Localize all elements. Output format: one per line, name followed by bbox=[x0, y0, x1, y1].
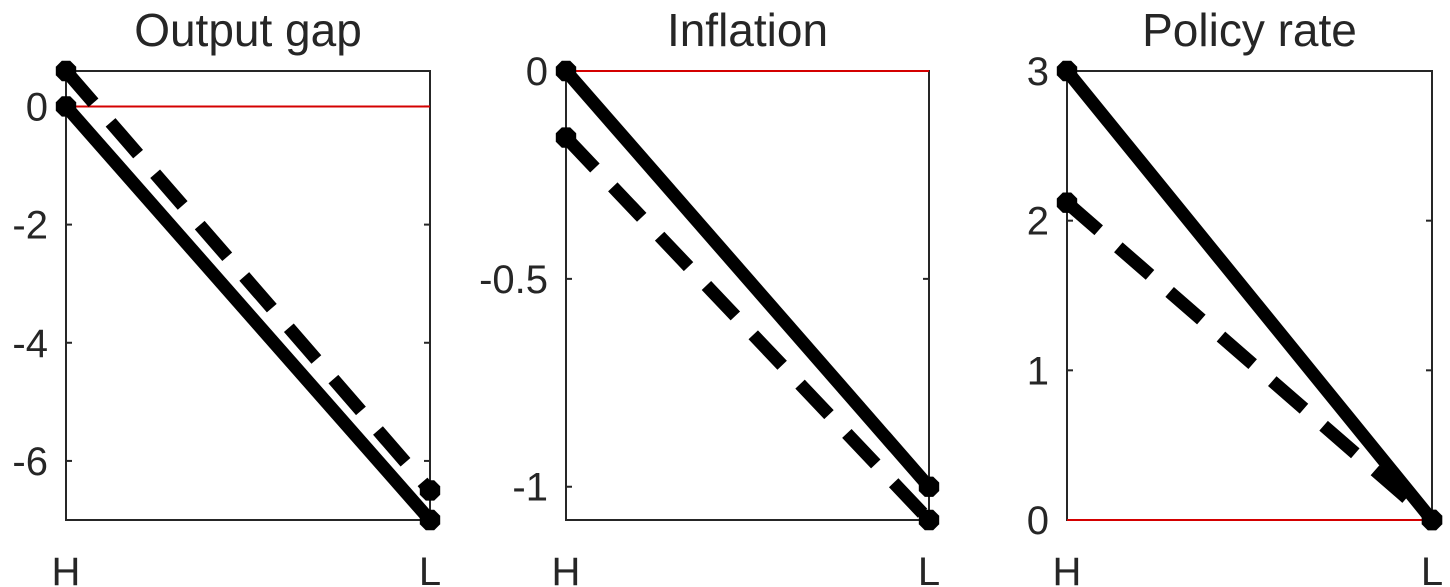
data-point-solid bbox=[1056, 60, 1078, 82]
series-line-dashed bbox=[61, 66, 435, 495]
y-tick-label: 1 bbox=[1027, 349, 1049, 393]
chart-panel-2: Inflation -1 -0.5 0 H L bbox=[479, 4, 940, 587]
y-tick-label: -4 bbox=[12, 322, 48, 366]
y-tick-label: 0 bbox=[1027, 499, 1049, 543]
series-line-solid bbox=[561, 66, 934, 492]
x-tick-label: L bbox=[1421, 550, 1443, 587]
series-line-solid bbox=[61, 102, 435, 525]
x-tick-label: L bbox=[419, 550, 441, 587]
chart-title: Inflation bbox=[667, 4, 828, 56]
y-tick-label: 0 bbox=[526, 50, 548, 94]
y-tick-label: -1 bbox=[512, 466, 548, 510]
x-tick-label: L bbox=[918, 550, 940, 587]
chart-panel-1: Output gap -6 -4 -2 0 H L bbox=[12, 4, 441, 587]
data-point-dashed bbox=[918, 509, 940, 531]
y-tick-label: 0 bbox=[26, 85, 48, 129]
data-point-dashed bbox=[1421, 509, 1443, 531]
data-point-solid bbox=[419, 509, 441, 531]
data-point-solid bbox=[918, 476, 940, 497]
data-point-dashed bbox=[1056, 192, 1078, 213]
x-tick-label: H bbox=[552, 550, 581, 587]
y-tick-label: -2 bbox=[12, 204, 48, 248]
data-point-dashed bbox=[419, 480, 441, 501]
y-tick-label: 3 bbox=[1027, 50, 1049, 94]
y-tick-label: -0.5 bbox=[479, 258, 548, 302]
y-tick-label: 2 bbox=[1027, 200, 1049, 244]
chart-title: Policy rate bbox=[1142, 4, 1357, 56]
data-point-solid bbox=[555, 60, 577, 82]
series-line-dashed bbox=[1062, 197, 1437, 525]
series-line-solid bbox=[1061, 66, 1438, 525]
series-line-dashed bbox=[561, 133, 934, 525]
chart-title: Output gap bbox=[134, 4, 362, 56]
data-point-solid bbox=[55, 96, 77, 117]
data-point-dashed bbox=[55, 60, 77, 82]
y-tick-label: -6 bbox=[12, 440, 48, 484]
axes-box bbox=[65, 70, 431, 521]
chart-panel-3: Policy rate 0 1 2 3 H L bbox=[1027, 4, 1443, 587]
data-point-dashed bbox=[555, 127, 577, 148]
x-tick-label: H bbox=[1053, 550, 1082, 587]
x-tick-label: H bbox=[52, 550, 81, 587]
